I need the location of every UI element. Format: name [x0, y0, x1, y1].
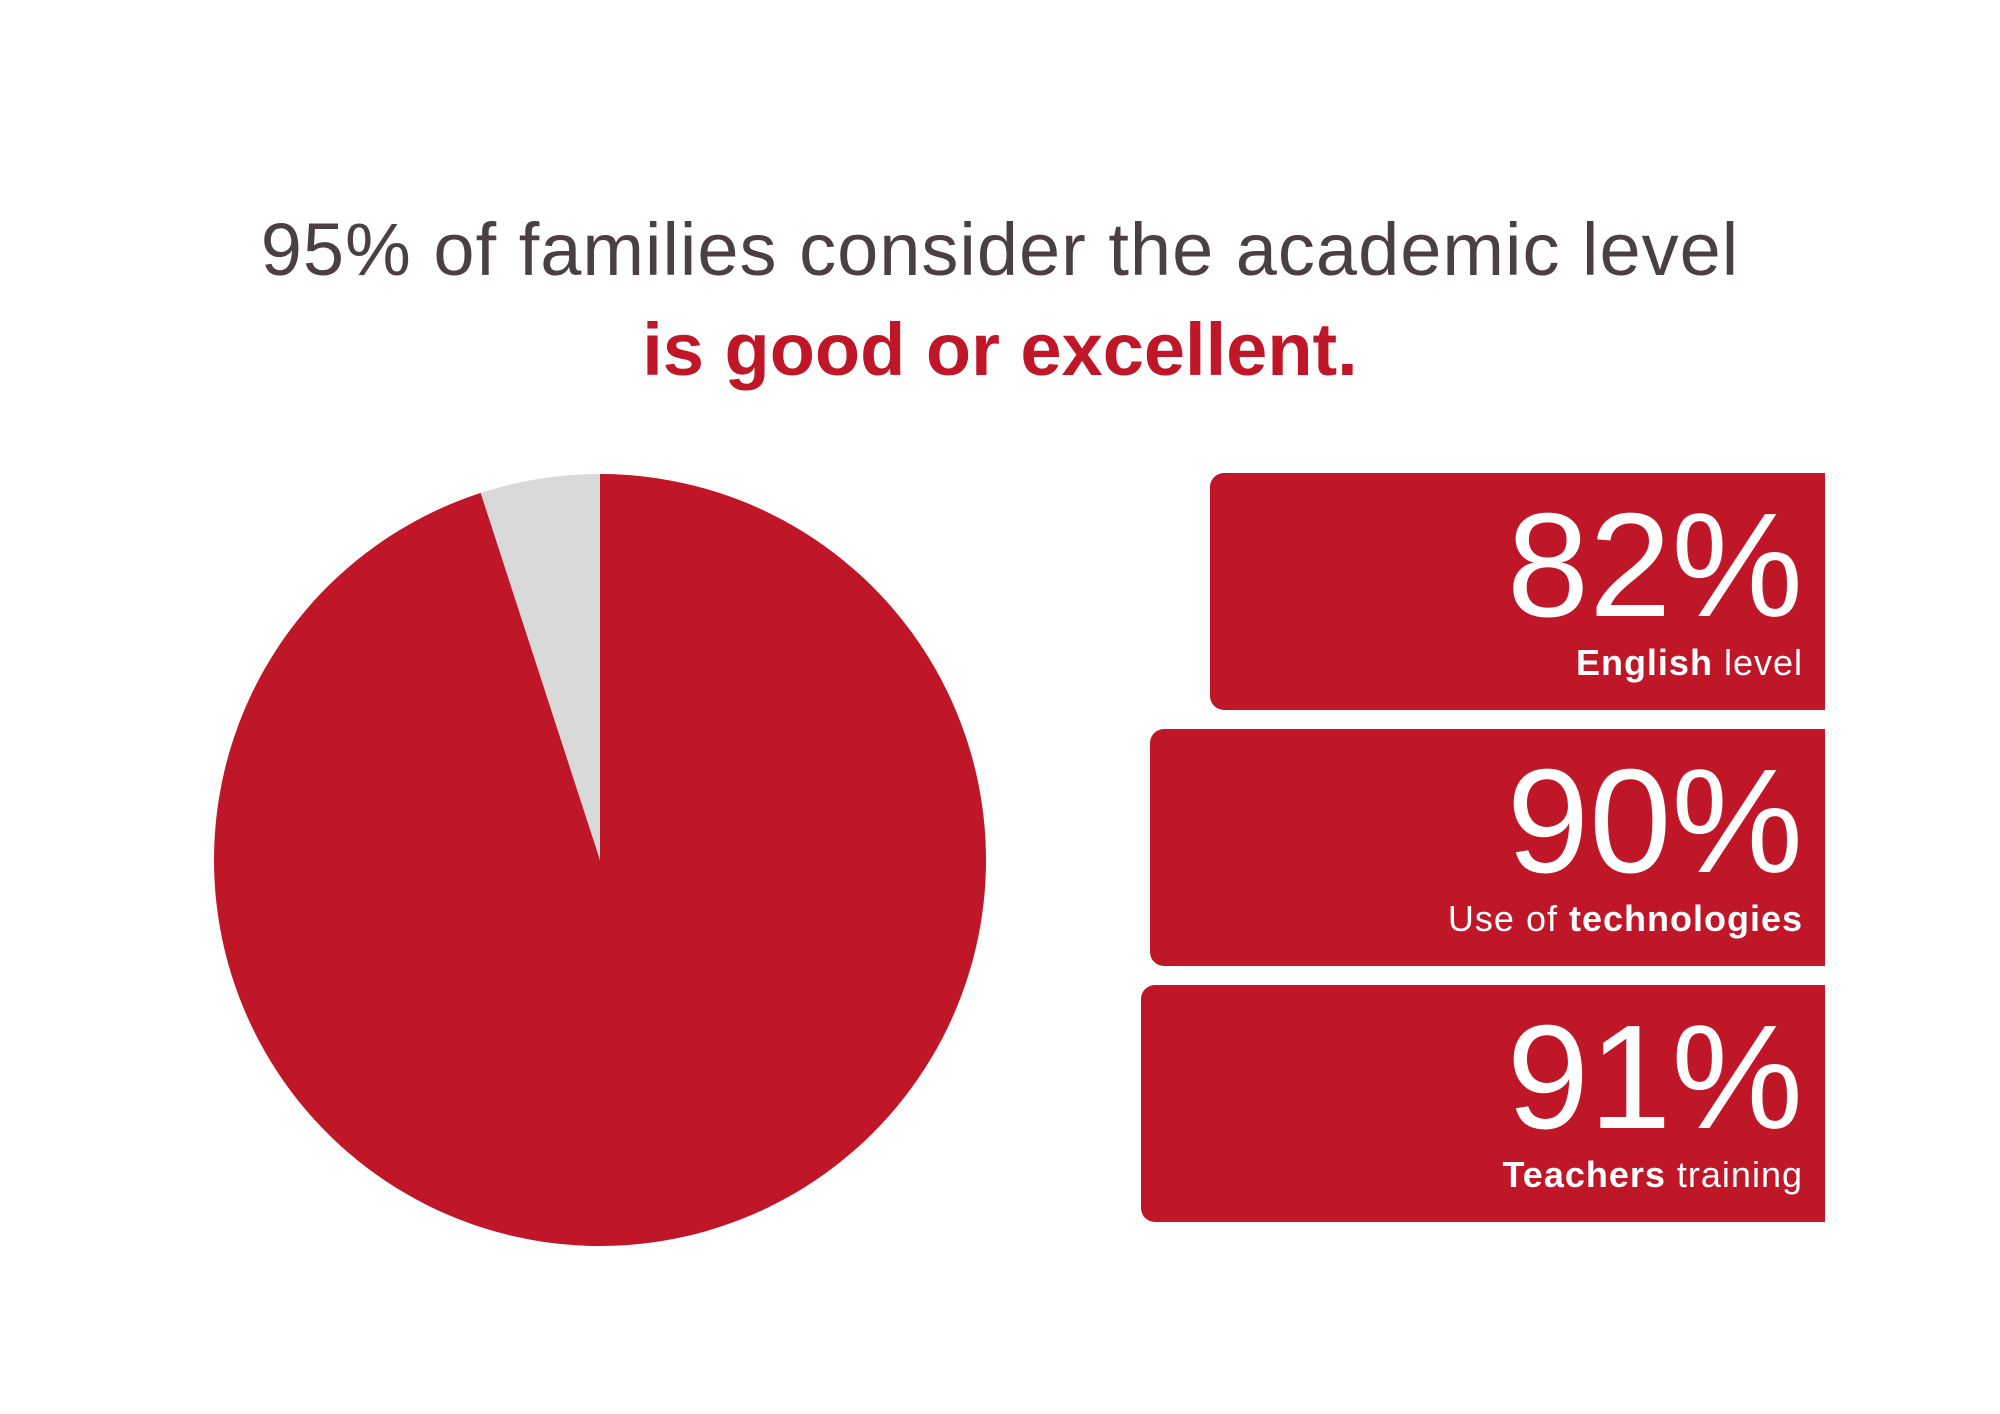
stat-value: 90%: [1506, 739, 1803, 904]
stat-box-english: 82% English level: [1210, 473, 1825, 710]
stat-label: Teachers training: [1141, 1153, 1803, 1197]
stat-label: English level: [1210, 641, 1803, 685]
pie-slice-1: [480, 474, 600, 860]
stat-label-bold: English: [1575, 642, 1713, 683]
pie-chart: [213, 474, 987, 1246]
stat-value: 82%: [1506, 483, 1803, 648]
stat-value: 91%: [1506, 995, 1803, 1160]
headline-line1: 95% of families consider the academic le…: [260, 208, 1740, 291]
stat-label-light: level: [1712, 642, 1803, 683]
headline-line2: is good or excellent.: [642, 308, 1358, 391]
stat-label-light: Use of: [1447, 898, 1569, 939]
stat-box-teachers: 91% Teachers training: [1141, 985, 1825, 1222]
stat-label-light: training: [1665, 1154, 1803, 1195]
stat-label-bold: Teachers: [1502, 1154, 1666, 1195]
stat-label: Use of technologies: [1150, 897, 1803, 941]
stat-label-bold: technologies: [1568, 898, 1803, 939]
stat-box-technologies: 90% Use of technologies: [1150, 729, 1825, 966]
